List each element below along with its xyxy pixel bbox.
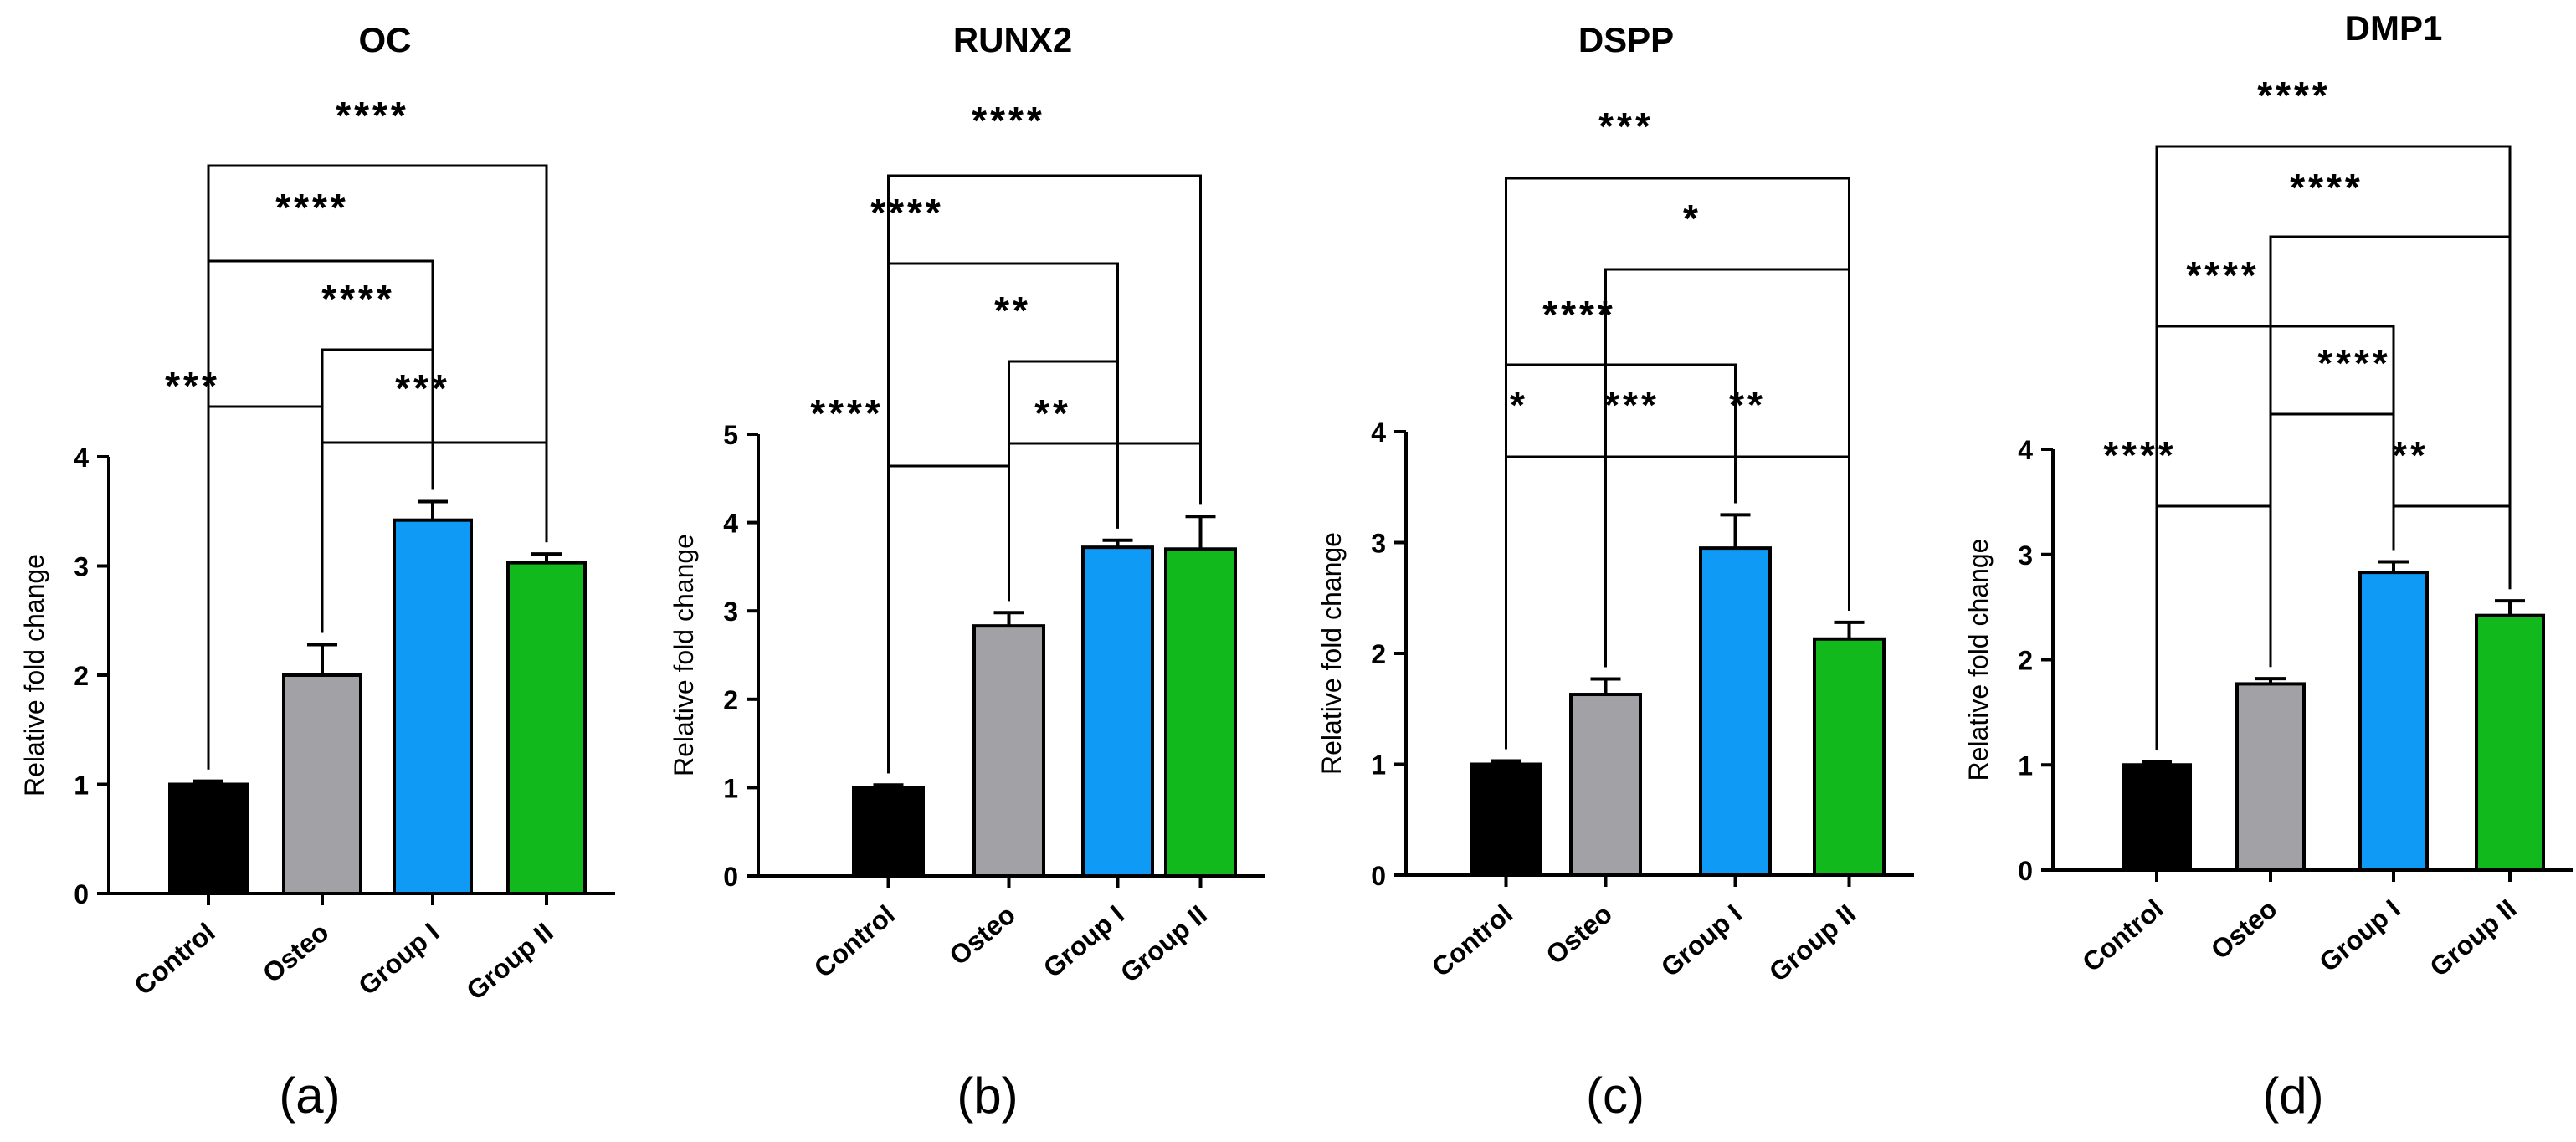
bar-group-ii (2475, 613, 2545, 872)
chart-title: RUNX2 (953, 20, 1072, 59)
bar-control (168, 782, 249, 895)
significance-label: * (1510, 383, 1528, 427)
significance-label: **** (1542, 293, 1616, 336)
bar-group-i (2358, 571, 2429, 872)
significance-label: **** (2290, 166, 2363, 209)
y-axis-label: Relative fold change (669, 534, 699, 776)
x-tick-label: Group I (352, 917, 444, 1001)
x-tick-label: Osteo (1540, 899, 1618, 970)
significance-bracket (887, 174, 1202, 774)
x-tick-label: Group II (460, 917, 558, 1006)
y-tick-label: 4 (723, 509, 738, 539)
significance-label: *** (165, 364, 220, 407)
significance-label: ** (1034, 392, 1071, 435)
bar-group-i (393, 518, 473, 895)
x-tick-label: Osteo (2205, 894, 2283, 965)
significance-label: **** (870, 191, 944, 234)
chart-title: OC (359, 20, 412, 59)
significance-label: **** (810, 392, 884, 435)
y-tick-label: 4 (74, 443, 89, 473)
x-tick-label: Control (1426, 899, 1518, 983)
panel-label: (d) (2262, 1068, 2323, 1124)
y-tick-label: 1 (2018, 750, 2033, 781)
bar-osteo (282, 673, 362, 895)
panel-label: (b) (957, 1068, 1018, 1124)
bar-osteo (972, 624, 1045, 878)
chart-panel-c: DSPP 0 1 2 3 4 Relative fold change Control Oste… (1316, 20, 1914, 1124)
x-tick-label: Group II (2424, 894, 2522, 982)
significance-label: **** (2186, 253, 2260, 297)
y-axis-label: Relative fold change (1963, 539, 1994, 781)
significance-label: **** (972, 99, 1045, 142)
y-tick-label: 3 (2018, 540, 2033, 571)
x-tick-label: Group I (1038, 899, 1130, 984)
y-tick-label: 3 (74, 552, 89, 582)
y-tick-label: 2 (1371, 639, 1386, 669)
significance-label: **** (2317, 341, 2391, 385)
y-axis-label: Relative fold change (1316, 532, 1347, 775)
y-tick-label: 0 (2018, 856, 2033, 886)
y-tick-label: 1 (1371, 750, 1386, 781)
significance-label: *** (395, 366, 450, 410)
x-tick-label: Group I (1655, 899, 1747, 983)
significance-label: ** (994, 289, 1031, 332)
significance-bracket (1505, 177, 1850, 750)
significance-label: **** (275, 186, 349, 229)
x-tick-label: Osteo (257, 917, 335, 989)
x-tick-label: Control (808, 899, 901, 984)
y-tick-label: 0 (74, 879, 89, 909)
significance-label: ** (2392, 433, 2429, 477)
significance-label: **** (321, 277, 395, 320)
bar-control (1470, 762, 1542, 877)
y-tick-label: 1 (723, 773, 738, 803)
y-tick-label: 2 (74, 661, 89, 691)
x-tick-label: Control (128, 917, 220, 1001)
chart-title: DMP1 (2345, 8, 2443, 48)
chart-panel-b: RUNX2 0 1 2 3 4 5 Relative fold change Control Os… (669, 20, 1265, 1124)
bar-group-i (1081, 545, 1154, 878)
bar-osteo (2235, 682, 2306, 872)
x-tick-label: Control (2076, 894, 2168, 978)
significance-bracket (207, 164, 548, 770)
y-tick-label: 3 (1371, 529, 1386, 559)
y-tick-label: 0 (1371, 861, 1386, 891)
bar-group-ii (506, 561, 587, 896)
significance-label: **** (336, 94, 409, 137)
y-axis-label: Relative fold change (19, 554, 49, 796)
x-tick-label: Group II (1115, 899, 1213, 988)
significance-label: * (1683, 197, 1701, 240)
significance-label: **** (2257, 74, 2331, 117)
y-tick-label: 2 (723, 685, 738, 715)
significance-bracket (2155, 145, 2512, 750)
chart-title: DSPP (1578, 20, 1674, 59)
bar-group-ii (1813, 637, 1886, 878)
x-tick-label: Osteo (943, 899, 1021, 971)
significance-label: *** (1604, 383, 1660, 427)
y-tick-label: 0 (723, 862, 738, 892)
bar-control (2122, 763, 2192, 872)
bar-control (852, 786, 925, 878)
panel-label: (c) (1586, 1068, 1645, 1124)
y-tick-label: 4 (1371, 417, 1386, 448)
x-tick-label: Group I (2313, 894, 2405, 978)
y-tick-label: 4 (2018, 435, 2033, 465)
y-tick-label: 3 (723, 597, 738, 627)
bar-group-ii (1164, 547, 1237, 878)
y-tick-label: 2 (2018, 646, 2033, 676)
significance-label: *** (1598, 105, 1654, 148)
panel-label: (a) (279, 1068, 340, 1124)
significance-label: **** (2103, 433, 2177, 477)
bar-osteo (1569, 693, 1642, 878)
y-tick-label: 1 (74, 771, 89, 801)
chart-panel-d: DMP1 0 1 2 3 4 Relative fold change Control Oste… (1963, 8, 2573, 1124)
x-tick-label: Group II (1763, 899, 1861, 987)
y-tick-label: 5 (723, 420, 738, 450)
bar-group-i (1699, 546, 1772, 877)
